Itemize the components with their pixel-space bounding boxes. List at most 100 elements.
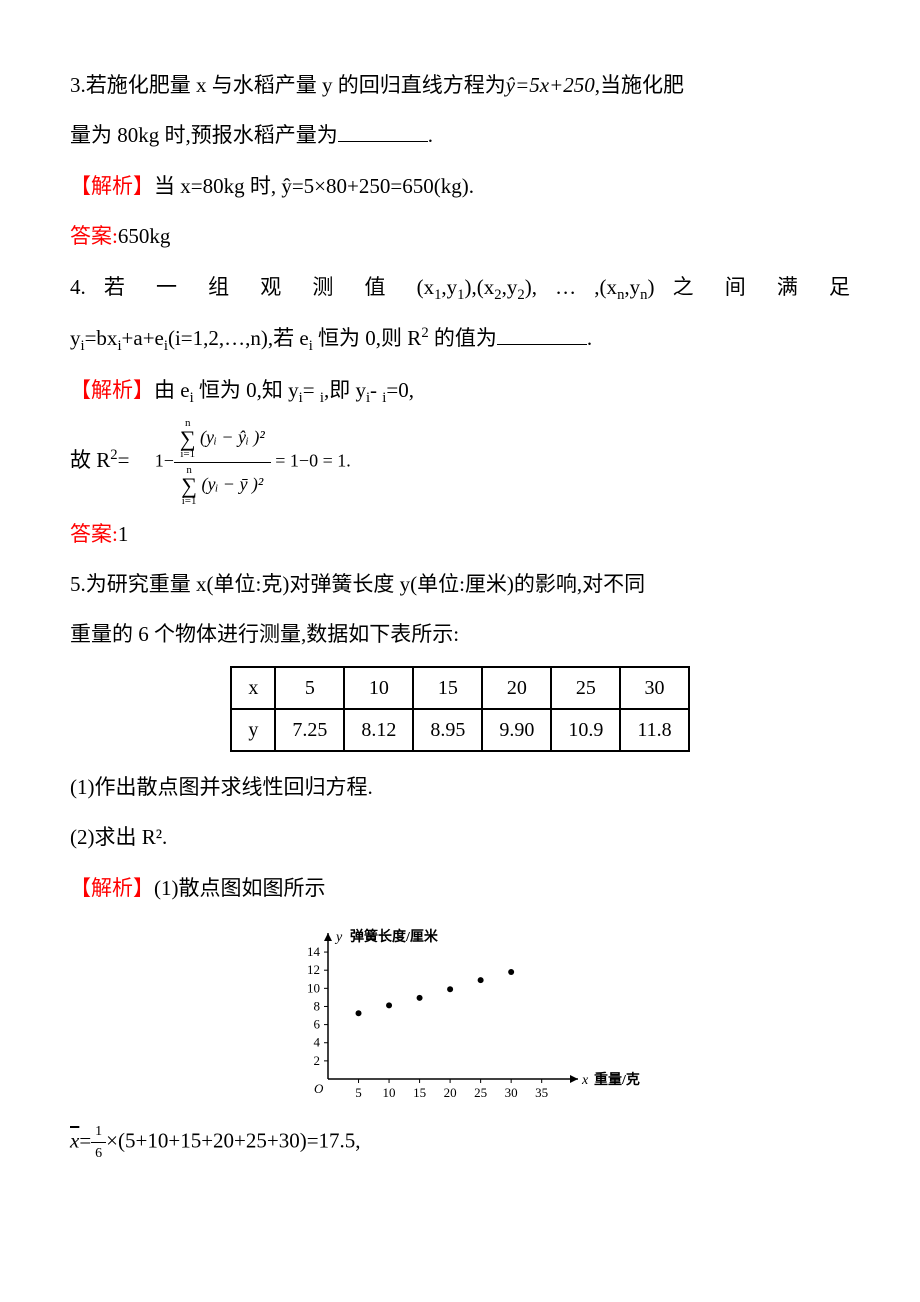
t: 的值为 xyxy=(429,326,497,350)
svg-text:25: 25 xyxy=(474,1085,487,1100)
q3-text-b: ,当施化肥 xyxy=(595,73,684,97)
t: . xyxy=(587,326,592,350)
t: 故 R xyxy=(70,448,110,472)
cell: 30 xyxy=(620,667,688,709)
q3-blank-after: . xyxy=(428,123,433,147)
t: y xyxy=(70,326,81,350)
analysis-label: 【解析】 xyxy=(70,378,154,402)
t: 由 e xyxy=(154,378,190,402)
t: ), … ,(x xyxy=(525,275,617,299)
q3-line2: 量为 80kg 时,预报水稻产量为. xyxy=(70,110,850,160)
q5-line2: 重量的 6 个物体进行测量,数据如下表所示: xyxy=(70,609,850,659)
fraction: 1 6 xyxy=(91,1121,106,1164)
q4-answer: 答案:1 xyxy=(70,509,850,559)
q5-solution: 【解析】(1)散点图如图所示 xyxy=(70,863,850,913)
svg-text:O: O xyxy=(314,1081,324,1096)
cell: 7.25 xyxy=(275,709,344,751)
cell: 8.95 xyxy=(413,709,482,751)
q4-blank xyxy=(497,323,587,345)
answer-label: 答案: xyxy=(70,224,118,248)
t: - xyxy=(370,378,382,402)
t: =0, xyxy=(386,378,414,402)
q5-line1: 5.为研究重量 x(单位:克)对弹簧长度 y(单位:厘米)的影响,对不同 xyxy=(70,559,850,609)
t: (yᵢ − ŷᵢ )² xyxy=(200,427,265,447)
table-row: y 7.25 8.12 8.95 9.90 10.9 11.8 xyxy=(231,709,688,751)
cell: 20 xyxy=(482,667,551,709)
svg-text:x: x xyxy=(581,1073,589,1088)
svg-text:5: 5 xyxy=(355,1085,362,1100)
cell: 15 xyxy=(413,667,482,709)
svg-text:10: 10 xyxy=(383,1085,396,1100)
cell: 10 xyxy=(344,667,413,709)
svg-text:14: 14 xyxy=(307,944,321,959)
svg-text:8: 8 xyxy=(314,998,321,1013)
analysis-label: 【解析】 xyxy=(70,174,154,198)
svg-text:2: 2 xyxy=(314,1053,321,1068)
q5-sub1: (1)作出散点图并求线性回归方程. xyxy=(70,762,850,812)
svg-text:重量/克: 重量/克 xyxy=(594,1071,640,1088)
t: (yᵢ − ȳ )² xyxy=(201,474,263,494)
svg-text:35: 35 xyxy=(535,1085,548,1100)
q3-sol-text: 当 x=80kg 时, ŷ=5×80+250=650(kg). xyxy=(154,174,474,198)
q3-line1: 3.若施化肥量 x 与水稻产量 y 的回归直线方程为ŷ=5x+250,当施化肥 xyxy=(70,60,850,110)
svg-text:4: 4 xyxy=(314,1035,321,1050)
cell-x-label: x xyxy=(231,667,275,709)
t: ) 之 间 满 足 xyxy=(648,275,851,299)
cell: 5 xyxy=(275,667,344,709)
t: = xyxy=(303,378,320,402)
t: ,y xyxy=(441,275,457,299)
q3-eq: ŷ=5x+250 xyxy=(506,73,595,97)
t: ,y xyxy=(502,275,518,299)
t: 1 xyxy=(118,522,129,546)
t: 恒为 0,则 R xyxy=(313,326,422,350)
q4-line2: yi=bxi+a+ei(i=1,2,…,n),若 ei 恒为 0,则 R2 的值… xyxy=(70,313,850,364)
q4-r2-line: 故 R2= 1− n∑i=1 (yᵢ − ŷᵢ )² n∑i=1 (yᵢ − ȳ… xyxy=(70,416,850,509)
cell: 9.90 xyxy=(482,709,551,751)
cell: 11.8 xyxy=(620,709,688,751)
q5-sub2: (2)求出 R². xyxy=(70,812,850,862)
t: ,y xyxy=(624,275,640,299)
t: =bx xyxy=(85,326,118,350)
t: = xyxy=(118,448,130,472)
cell-y-label: y xyxy=(231,709,275,751)
answer-label: 答案: xyxy=(70,522,118,546)
t: ,即 y xyxy=(324,378,366,402)
cell: 10.9 xyxy=(551,709,620,751)
q5-data-table: x 5 10 15 20 25 30 y 7.25 8.12 8.95 9.90… xyxy=(230,666,689,752)
q3-ans-text: 650kg xyxy=(118,224,171,248)
q4-solution: 【解析】由 ei 恒为 0,知 yi= i,即 yi- i=0, xyxy=(70,365,850,416)
svg-text:20: 20 xyxy=(444,1085,457,1100)
svg-text:10: 10 xyxy=(307,980,320,995)
q3-solution: 【解析】当 x=80kg 时, ŷ=5×80+250=650(kg). xyxy=(70,161,850,211)
svg-text:弹簧长度/厘米: 弹簧长度/厘米 xyxy=(350,928,439,945)
svg-text:6: 6 xyxy=(314,1017,321,1032)
t: = 1−0 = 1. xyxy=(275,450,350,470)
svg-text:y: y xyxy=(334,930,343,945)
svg-text:15: 15 xyxy=(413,1085,426,1100)
q5-mean-line: x= 1 6 ×(5+10+15+20+25+30)=17.5, xyxy=(70,1121,850,1164)
fraction: n∑i=1 (yᵢ − ŷᵢ )² n∑i=1 (yᵢ − ȳ )² xyxy=(174,416,271,509)
svg-text:30: 30 xyxy=(505,1085,518,1100)
t: 1− xyxy=(155,450,174,470)
q5-scatter-chart: y 弹簧长度/厘米 x 重量/克 O 5 10 15 20 25 30 35 2 4 6 8 10 12 14 xyxy=(70,923,850,1113)
analysis-label: 【解析】 xyxy=(70,876,154,900)
t: 恒为 0,知 y xyxy=(194,378,299,402)
t: (1)散点图如图所示 xyxy=(154,876,326,900)
t: (i=1,2,…,n),若 e xyxy=(168,326,309,350)
cell: 8.12 xyxy=(344,709,413,751)
scatter-svg: y 弹簧长度/厘米 x 重量/克 O 5 10 15 20 25 30 35 2 4 6 8 10 12 14 xyxy=(280,923,640,1113)
q4-line1: 4. 若 一 组 观 测 值 (x1,y1),(x2,y2), … ,(xn,y… xyxy=(70,262,850,313)
t: ),(x xyxy=(465,275,495,299)
q3-answer: 答案:650kg xyxy=(70,211,850,261)
q3-blank xyxy=(338,120,428,142)
xbar: x xyxy=(70,1128,79,1152)
table-row: x 5 10 15 20 25 30 xyxy=(231,667,688,709)
cell: 25 xyxy=(551,667,620,709)
t: 4. 若 一 组 观 测 值 (x xyxy=(70,275,434,299)
q3-text-c: 量为 80kg 时,预报水稻产量为 xyxy=(70,123,338,147)
t: +a+e xyxy=(122,326,164,350)
q3-text-a: 3.若施化肥量 x 与水稻产量 y 的回归直线方程为 xyxy=(70,73,506,97)
q4-formula: 1− n∑i=1 (yᵢ − ŷᵢ )² n∑i=1 (yᵢ − ȳ )² = … xyxy=(135,416,351,509)
svg-text:12: 12 xyxy=(307,962,320,977)
t: ×(5+10+15+20+25+30)=17.5, xyxy=(106,1128,360,1152)
